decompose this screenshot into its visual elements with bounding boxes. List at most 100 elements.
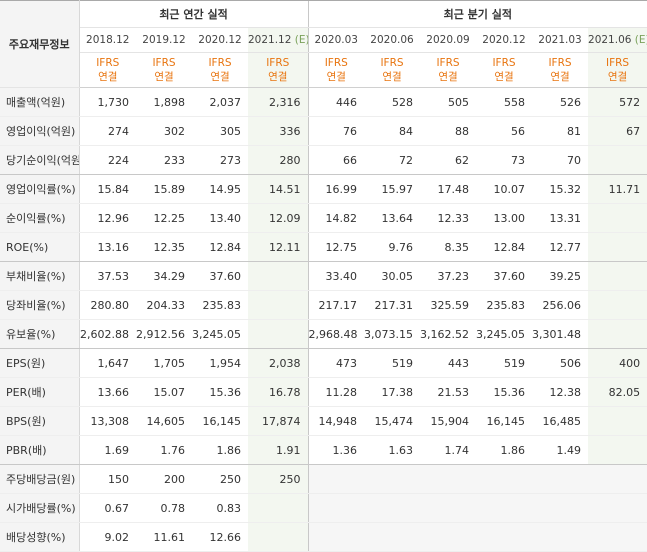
table-cell	[532, 522, 589, 552]
table-cell: 72	[364, 145, 421, 175]
period-header: 2020.12	[192, 27, 248, 53]
table-cell: 446	[307, 87, 365, 117]
row-label: EPS(원)	[0, 348, 80, 378]
table-cell	[532, 493, 589, 523]
table-cell: 526	[532, 87, 589, 117]
table-row: EPS(원) 1,647 1,705 1,954 2,038 473 519 443 519 50…	[0, 348, 647, 378]
table-row: 부채비율(%) 37.53 34.29 37.60 33.40 30.05 37.23 37.…	[0, 261, 647, 291]
table-cell: 558	[476, 87, 533, 117]
table-cell: 1,898	[136, 87, 192, 117]
table-cell: 16,145	[192, 406, 248, 436]
table-cell: 13.64	[364, 203, 421, 233]
table-cell: 56	[476, 116, 533, 146]
table-cell: 235.83	[476, 290, 533, 320]
ifrs-badge: IFRS 연결	[307, 52, 365, 88]
row-label: 유보율(%)	[0, 319, 80, 349]
table-cell: 13.31	[532, 203, 589, 233]
table-cell: 12.96	[79, 203, 136, 233]
ifrs-label: IFRS	[152, 57, 176, 69]
period-header: 2020.09	[420, 27, 477, 53]
table-cell: 12.33	[420, 203, 477, 233]
table-cell	[307, 493, 365, 523]
consolidated-label: 연결	[550, 71, 570, 83]
row-label: 영업이익률(%)	[0, 174, 80, 204]
row-label: PBR(배)	[0, 435, 80, 465]
annual-group-header: 최근 연간 실적	[79, 0, 309, 28]
table-cell: 76	[307, 116, 365, 146]
table-cell: 16.99	[307, 174, 365, 204]
period-label: 2021.03	[538, 34, 582, 46]
table-cell: 0.83	[192, 493, 248, 523]
table-cell: 9.02	[79, 522, 136, 552]
table-cell: 250	[248, 464, 309, 494]
ifrs-label: IFRS	[324, 57, 348, 69]
table-cell	[476, 464, 533, 494]
period-header: 2020.06	[364, 27, 421, 53]
table-cell	[588, 145, 647, 175]
table-row: 순이익률(%) 12.96 12.25 13.40 12.09 14.82 13.64 12.…	[0, 203, 647, 233]
ifrs-label: IFRS	[380, 57, 404, 69]
table-cell: 21.53	[420, 377, 477, 407]
table-cell: 2,968.48	[307, 319, 365, 349]
table-cell	[364, 522, 421, 552]
table-cell: 443	[420, 348, 477, 378]
table-cell: 9.76	[364, 232, 421, 262]
table-cell: 12.35	[136, 232, 192, 262]
table-row: 유보율(%) 2,602.88 2,912.56 3,245.05 2,968.48 3,…	[0, 319, 647, 349]
ifrs-badge: IFRS 연결	[192, 52, 248, 88]
table-row: ROE(%) 13.16 12.35 12.84 12.11 12.75 9.76 8.35 1…	[0, 232, 647, 262]
table-cell: 519	[476, 348, 533, 378]
table-cell: 14.95	[192, 174, 248, 204]
table-cell: 1.86	[192, 435, 248, 465]
table-cell	[364, 464, 421, 494]
table-cell: 302	[136, 116, 192, 146]
table-cell: 16.78	[248, 377, 309, 407]
table-row: 당좌비율(%) 280.80 204.33 235.83 217.17 217.31 325…	[0, 290, 647, 320]
table-cell: 506	[532, 348, 589, 378]
table-cell: 33.40	[307, 261, 365, 291]
table-cell	[420, 522, 477, 552]
table-cell: 280	[248, 145, 309, 175]
table-cell: 1.36	[307, 435, 365, 465]
table-cell	[588, 290, 647, 320]
row-label: BPS(원)	[0, 406, 80, 436]
table-cell: 2,037	[192, 87, 248, 117]
estimate-tag: (E)	[634, 34, 647, 46]
table-cell: 82.05	[588, 377, 647, 407]
table-cell: 2,038	[248, 348, 309, 378]
table-cell: 273	[192, 145, 248, 175]
table-cell: 15.07	[136, 377, 192, 407]
table-cell	[532, 464, 589, 494]
table-cell: 14.82	[307, 203, 365, 233]
table-row: 매출액(억원) 1,730 1,898 2,037 2,316 446 528 505 558 5…	[0, 87, 647, 117]
row-label: PER(배)	[0, 377, 80, 407]
table-cell: 12.38	[532, 377, 589, 407]
table-cell: 12.09	[248, 203, 309, 233]
table-cell	[248, 319, 309, 349]
table-cell: 15.32	[532, 174, 589, 204]
table-cell: 0.67	[79, 493, 136, 523]
period-label: 2020.12	[198, 34, 242, 46]
period-label: 2020.03	[314, 34, 358, 46]
table-row: 주당배당금(원) 150 200 250 250	[0, 464, 647, 494]
table-cell: 336	[248, 116, 309, 146]
table-cell: 224	[79, 145, 136, 175]
period-header: 2021.06 (E)	[588, 27, 647, 53]
consolidated-label: 연결	[326, 71, 346, 83]
table-cell	[588, 261, 647, 291]
table-cell: 3,162.52	[420, 319, 477, 349]
table-cell: 37.53	[79, 261, 136, 291]
consolidated-label: 연결	[438, 71, 458, 83]
table-cell: 37.60	[192, 261, 248, 291]
table-cell: 15,904	[420, 406, 477, 436]
ifrs-label: IFRS	[436, 57, 460, 69]
consolidated-label: 연결	[210, 71, 230, 83]
ifrs-label: IFRS	[606, 57, 630, 69]
table-cell: 15,474	[364, 406, 421, 436]
row-label: 주당배당금(원)	[0, 464, 80, 494]
table-cell	[364, 493, 421, 523]
table-cell: 12.11	[248, 232, 309, 262]
table-cell: 88	[420, 116, 477, 146]
period-header: 2020.03	[307, 27, 365, 53]
table-cell: 8.35	[420, 232, 477, 262]
